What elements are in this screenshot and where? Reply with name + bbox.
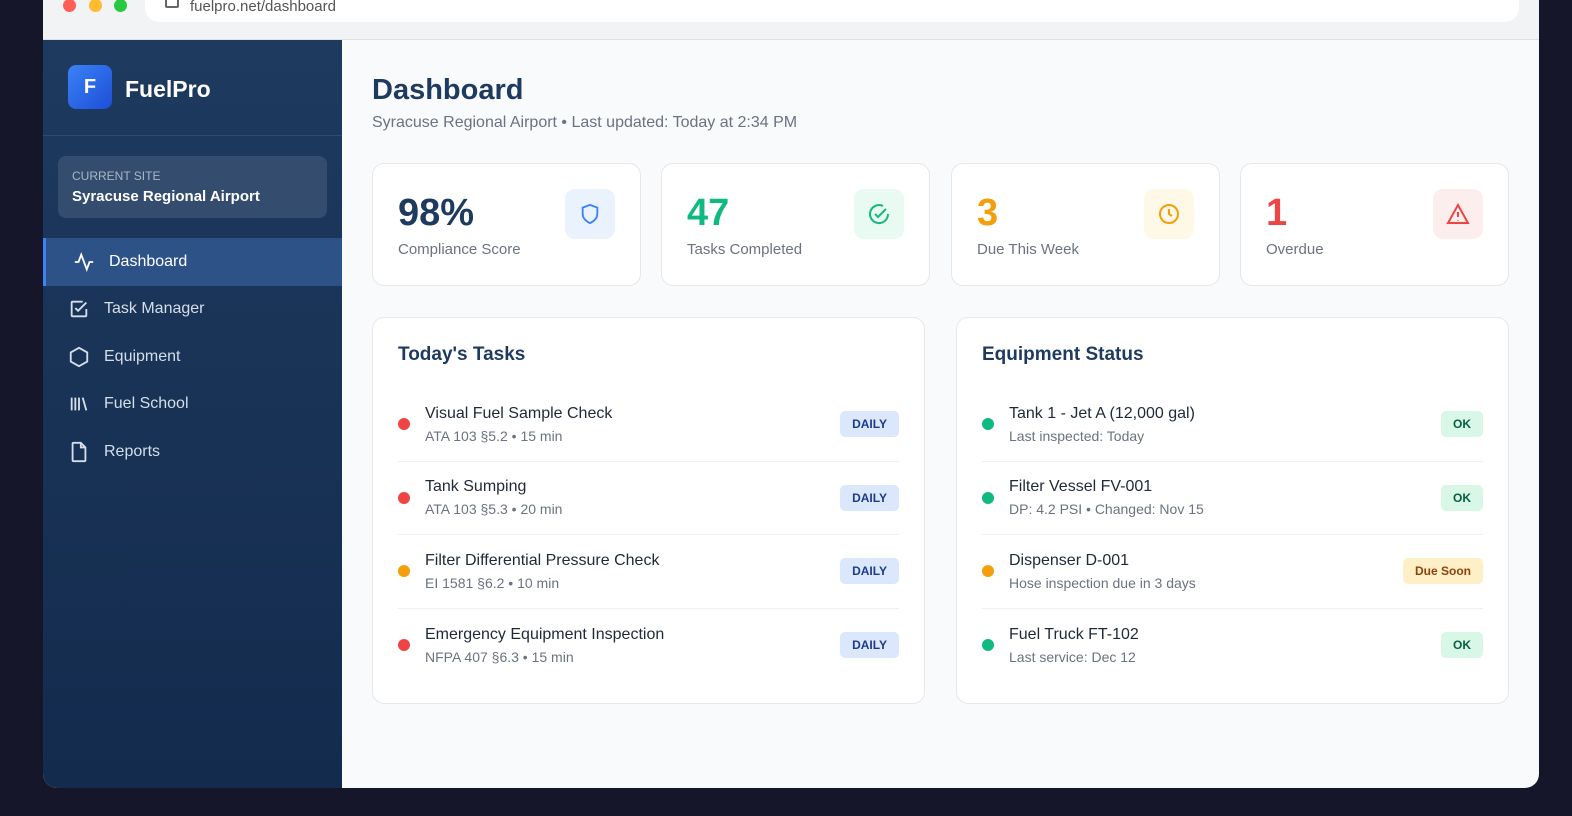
status-badge: Due Soon: [1403, 558, 1483, 585]
panel-title: Today's Tasks: [398, 344, 526, 365]
stat-value: 47: [687, 192, 730, 234]
stat-label: Compliance Score: [398, 241, 521, 258]
sidebar-item-label: Equipment: [104, 347, 181, 365]
status-dot: [982, 639, 994, 652]
stat-card-overdue: 1 Overdue: [1240, 163, 1509, 286]
sidebar-item-equipment[interactable]: Equipment: [43, 333, 342, 381]
sidebar-item-label: Dashboard: [109, 252, 188, 270]
sidebar: F FuelPro CURRENT SITE Syracuse Regional…: [43, 40, 342, 788]
check-circle-icon: [854, 189, 904, 239]
sidebar-item-fuel-school[interactable]: Fuel School: [43, 381, 342, 429]
stat-label: Overdue: [1266, 241, 1324, 258]
checkbox-icon: [70, 301, 88, 318]
item-meta: DP: 4.2 PSI • Changed: Nov 15: [1009, 501, 1204, 518]
status-dot: [982, 565, 994, 578]
lock-icon: [165, 0, 179, 8]
status-badge: DAILY: [840, 484, 899, 511]
sidebar-nav: Dashboard Task Manager Equipment Fuel Sc…: [43, 238, 342, 476]
status-badge: OK: [1441, 484, 1483, 511]
logo-icon: F: [68, 65, 112, 109]
library-icon: [70, 397, 88, 411]
site-label: CURRENT SITE: [72, 169, 161, 183]
item-name: Tank Sumping: [425, 478, 527, 496]
stat-card-due-this-week: 3 Due This Week: [951, 163, 1220, 286]
sidebar-item-label: Task Manager: [104, 300, 205, 318]
close-window-button[interactable]: [63, 0, 76, 12]
stat-value: 98%: [398, 192, 475, 234]
item-meta: Last inspected: Today: [1009, 427, 1145, 444]
item-meta: ATA 103 §5.2 • 15 min: [425, 427, 563, 444]
status-badge: DAILY: [840, 632, 899, 659]
task-row[interactable]: Filter Differential Pressure Check EI 15…: [398, 535, 899, 609]
brand-name: FuelPro: [125, 76, 211, 102]
equipment-row[interactable]: Tank 1 - Jet A (12,000 gal) Last inspect…: [982, 388, 1483, 462]
address-bar[interactable]: fuelpro.net/dashboard: [145, 0, 1519, 22]
stat-label: Tasks Completed: [687, 241, 803, 258]
file-icon: [71, 441, 87, 462]
item-name: Filter Differential Pressure Check: [425, 551, 660, 569]
shield-icon: [565, 189, 615, 239]
stat-label: Due This Week: [977, 241, 1079, 258]
stat-value: 1: [1266, 192, 1288, 234]
task-row[interactable]: Visual Fuel Sample Check ATA 103 §5.2 • …: [398, 388, 899, 462]
equipment-row[interactable]: Filter Vessel FV-001 DP: 4.2 PSI • Chang…: [982, 462, 1483, 535]
status-dot: [398, 418, 410, 431]
maximize-window-button[interactable]: [114, 0, 127, 12]
sidebar-item-reports[interactable]: Reports: [43, 428, 342, 476]
site-name: Syracuse Regional Airport: [72, 188, 260, 205]
status-dot: [398, 639, 410, 652]
item-name: Filter Vessel FV-001: [1009, 478, 1153, 496]
status-badge: OK: [1441, 411, 1483, 438]
equipment-row[interactable]: Fuel Truck FT-102 Last service: Dec 12 O…: [982, 609, 1483, 683]
alert-triangle-icon: [1433, 189, 1483, 239]
item-name: Emergency Equipment Inspection: [425, 625, 665, 643]
browser-chrome: fuelpro.net/dashboard: [43, 0, 1539, 40]
stat-card-compliance: 98% Compliance Score: [372, 163, 641, 286]
item-meta: EI 1581 §6.2 • 10 min: [425, 574, 560, 591]
status-badge: DAILY: [840, 558, 899, 585]
status-dot: [982, 418, 994, 431]
divider: [43, 135, 342, 136]
sidebar-item-label: Reports: [104, 442, 161, 460]
panel-title: Equipment Status: [982, 344, 1144, 365]
hexagon-icon: [69, 346, 89, 367]
minimize-window-button[interactable]: [89, 0, 102, 12]
task-row[interactable]: Emergency Equipment Inspection NFPA 407 …: [398, 609, 899, 683]
status-badge: OK: [1441, 632, 1483, 659]
clock-icon: [1144, 189, 1194, 239]
equipment-row[interactable]: Dispenser D-001 Hose inspection due in 3…: [982, 535, 1483, 609]
item-name: Tank 1 - Jet A (12,000 gal): [1009, 404, 1195, 422]
main-content: Dashboard Syracuse Regional Airport • La…: [342, 40, 1539, 788]
item-meta: NFPA 407 §6.3 • 15 min: [425, 648, 574, 665]
task-row[interactable]: Tank Sumping ATA 103 §5.3 • 20 min DAILY: [398, 462, 899, 535]
sidebar-item-label: Fuel School: [104, 395, 189, 413]
item-meta: Last service: Dec 12: [1009, 648, 1136, 665]
item-name: Fuel Truck FT-102: [1009, 625, 1139, 643]
activity-icon: [74, 251, 94, 272]
status-dot: [982, 491, 994, 504]
status-dot: [398, 491, 410, 504]
sidebar-item-task-manager[interactable]: Task Manager: [43, 286, 342, 334]
item-meta: ATA 103 §5.3 • 20 min: [425, 501, 563, 518]
sidebar-item-dashboard[interactable]: Dashboard: [43, 238, 342, 286]
page-subtitle: Syracuse Regional Airport • Last updated…: [372, 114, 798, 131]
todays-tasks-panel: Today's Tasks Visual Fuel Sample Check A…: [372, 317, 925, 704]
stat-card-tasks-completed: 47 Tasks Completed: [661, 163, 930, 286]
browser-window: fuelpro.net/dashboard F FuelPro CURRENT …: [43, 0, 1539, 788]
item-meta: Hose inspection due in 3 days: [1009, 574, 1196, 591]
page-title: Dashboard: [372, 74, 524, 106]
item-name: Dispenser D-001: [1009, 551, 1130, 569]
equipment-status-panel: Equipment Status Tank 1 - Jet A (12,000 …: [956, 317, 1509, 704]
url-text: fuelpro.net/dashboard: [190, 0, 336, 15]
current-site-selector[interactable]: CURRENT SITE Syracuse Regional Airport: [58, 156, 327, 218]
stat-value: 3: [977, 192, 999, 234]
status-dot: [398, 565, 410, 578]
item-name: Visual Fuel Sample Check: [425, 404, 613, 422]
status-badge: DAILY: [840, 411, 899, 438]
